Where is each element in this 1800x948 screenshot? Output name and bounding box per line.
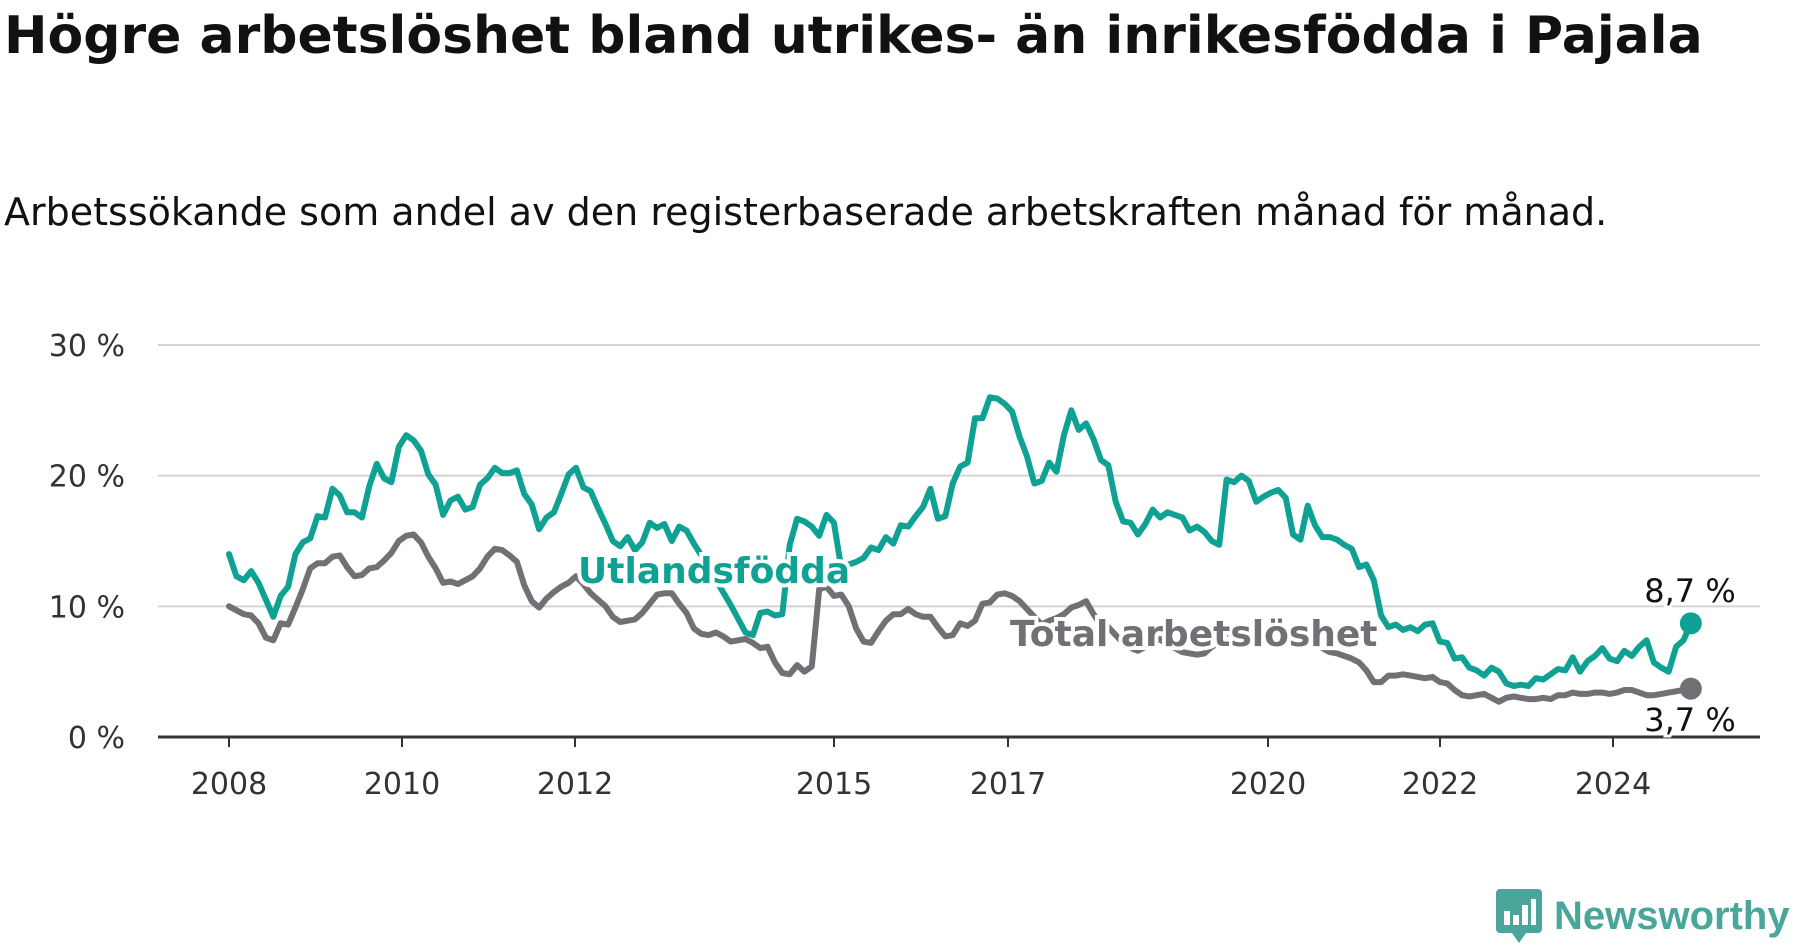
x-tick-label: 2022 (1402, 767, 1478, 802)
series-name-label: Utlandsfödda (578, 551, 850, 592)
x-tick-label: 2017 (970, 767, 1046, 802)
series-name-label: Total arbetslöshet (1010, 614, 1378, 655)
series-line-0 (226, 394, 1694, 689)
series-end-dot-1 (1679, 677, 1702, 700)
x-tick-label: 2020 (1230, 767, 1306, 802)
newsworthy-logo-icon (1496, 889, 1542, 943)
series-end-dot-0 (1679, 612, 1702, 635)
y-tick-label: 0 % (68, 721, 125, 756)
newsworthy-logo: Newsworthy (1496, 888, 1790, 944)
x-tick-label: 2015 (796, 767, 872, 802)
series-end-label-0: 8,7 % (1644, 572, 1735, 610)
series-lines (226, 394, 1702, 705)
x-tick-label: 2024 (1575, 767, 1651, 802)
series-line-1 (226, 531, 1694, 705)
x-tick-label: 2010 (364, 767, 440, 802)
x-tick-label: 2008 (191, 767, 267, 802)
y-tick-label: 20 % (49, 460, 125, 495)
y-tick-label: 30 % (49, 329, 125, 364)
series-end-label-1: 3,7 % (1644, 701, 1735, 739)
newsworthy-logo-text: Newsworthy (1554, 893, 1790, 938)
x-tick-label: 2012 (537, 767, 613, 802)
chart-subtitle: Arbetssökande som andel av den registerb… (4, 190, 1608, 234)
y-axis-ticks: 0 % 10 % 20 % 30 % (49, 329, 125, 756)
y-tick-label: 10 % (49, 590, 125, 625)
x-axis-ticks: 2008 2010 2012 2015 2017 2020 2022 2024 (191, 737, 1651, 802)
chart-title: Högre arbetslöshet bland utrikes- än inr… (4, 6, 1703, 66)
series-labels: 8,7 % 3,7 % Utlandsfödda Total arbetslöshet (574, 547, 1739, 742)
